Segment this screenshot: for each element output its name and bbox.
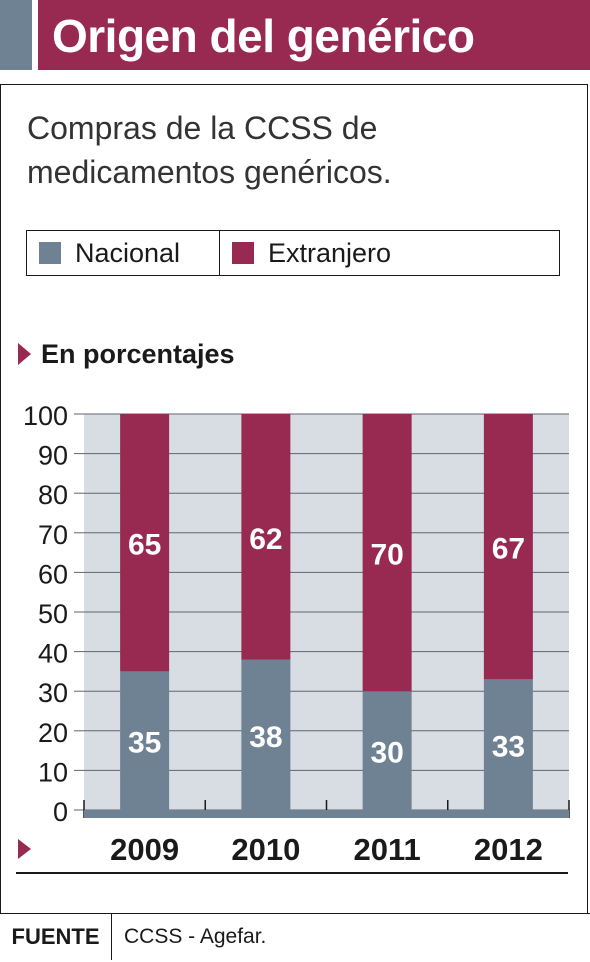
data-label-nacional: 30 [370, 737, 403, 770]
header: Origen del genérico [0, 0, 590, 72]
source-footer: FUENTE CCSS - Agefar. [0, 913, 590, 962]
y-tick-label: 10 [38, 757, 68, 787]
data-label-nacional: 33 [492, 731, 525, 764]
data-label-extranjero: 67 [492, 533, 525, 566]
y-tick-label: 50 [38, 599, 68, 629]
x-tick-label: 2011 [353, 832, 420, 867]
baseline-band [84, 810, 569, 818]
x-tick-label: 2012 [474, 832, 543, 867]
bar-extranjero [241, 414, 291, 660]
legend-label-extranjero: Extranjero [268, 237, 392, 268]
legend-swatch-extranjero [232, 242, 254, 264]
y-tick-label: 0 [53, 797, 68, 827]
bar-nacional [362, 691, 412, 810]
y-tick-label: 30 [38, 678, 68, 708]
header-accent-block [0, 0, 32, 70]
y-tick-label: 100 [23, 401, 68, 431]
y-tick-label: 70 [38, 520, 68, 550]
x-tick-label: 2009 [110, 832, 179, 867]
chart-frame [0, 84, 588, 914]
legend: Nacional Extranjero [26, 230, 560, 276]
y-tick-label: 20 [38, 718, 68, 748]
page-title: Origen del genérico [52, 10, 475, 62]
triangle-arrow-icon [18, 839, 31, 859]
source-label: FUENTE [0, 914, 112, 960]
data-label-nacional: 35 [128, 727, 161, 760]
data-label-extranjero: 70 [370, 539, 403, 572]
bar-extranjero [120, 414, 170, 672]
legend-item-nacional: Nacional [27, 231, 220, 275]
chart-subtitle: Compras de la CCSS de medicamentos genér… [27, 110, 392, 190]
y-tick-label: 60 [38, 559, 68, 589]
units-label-text: En porcentajes [41, 338, 235, 369]
bar-nacional [241, 659, 291, 810]
triangle-arrow-icon [18, 343, 31, 365]
data-label-nacional: 38 [249, 721, 282, 754]
legend-label-nacional: Nacional [75, 237, 181, 268]
bar-extranjero [362, 414, 412, 692]
bar-extranjero [483, 414, 533, 680]
bar-nacional [120, 671, 170, 810]
data-label-extranjero: 62 [249, 523, 282, 556]
y-tick-label: 90 [38, 441, 68, 471]
data-label-extranjero: 65 [128, 529, 161, 562]
y-tick-label: 40 [38, 639, 68, 669]
units-label: En porcentajes [18, 336, 235, 372]
legend-swatch-nacional [39, 242, 61, 264]
legend-item-extranjero: Extranjero [220, 231, 559, 275]
header-bar [38, 0, 590, 70]
y-tick-label: 80 [38, 480, 68, 510]
source-text: CCSS - Agefar. [124, 925, 267, 948]
bar-chart: 0 10 20 30 40 50 60 70 80 90 100 35 65 2009 38 62 2010 30… [23, 401, 570, 867]
base-rule [16, 872, 568, 874]
bar-nacional [483, 679, 533, 810]
x-tick-label: 2010 [231, 832, 300, 867]
